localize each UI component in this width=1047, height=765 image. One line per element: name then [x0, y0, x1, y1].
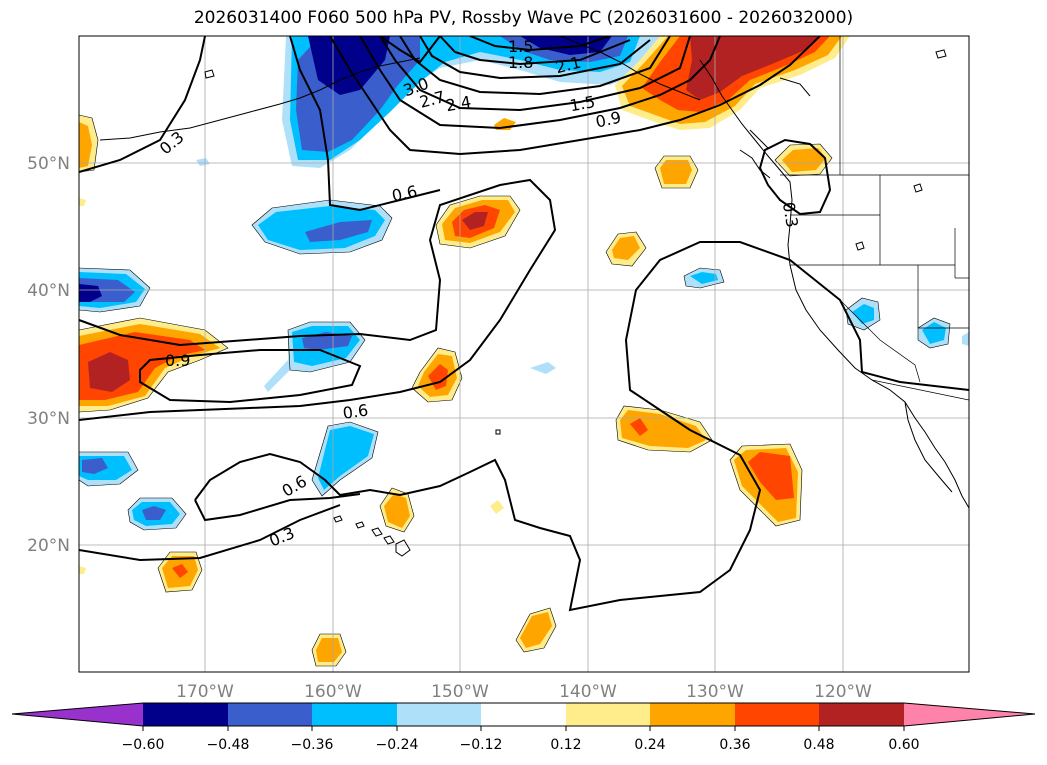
colorbar-tick-label: 0.60 — [888, 737, 919, 753]
positive-anomaly — [630, 418, 648, 436]
map-title: 2026031400 F060 500 hPa PV, Rossby Wave … — [193, 8, 854, 28]
negative-anomaly — [79, 284, 102, 302]
latitude-labels: 50°N 40°N 30°N 20°N — [27, 154, 70, 556]
colorbar-segment — [735, 703, 819, 726]
negative-anomaly-north — [308, 36, 612, 95]
political-borders — [780, 36, 969, 401]
colorbar-segment — [143, 703, 228, 726]
map-frame — [78, 35, 970, 673]
contour-label: 0.6 — [342, 401, 370, 423]
negative-anomaly — [962, 332, 969, 346]
colorbar-segment — [312, 703, 397, 726]
colorbar-tick-label: 0.12 — [550, 737, 581, 753]
lon-label: 170°W — [176, 682, 234, 702]
contour-label: 0.9 — [594, 108, 623, 132]
colorbar-segment — [397, 703, 481, 726]
colorbar-segment — [650, 703, 735, 726]
negative-anomaly — [690, 272, 718, 284]
positive-anomaly — [79, 566, 86, 574]
positive-anomaly — [620, 410, 706, 448]
colorbar-tick-label: −0.24 — [376, 737, 419, 753]
colorbar-segment — [228, 703, 312, 726]
positive-anomaly — [79, 198, 86, 206]
lon-label: 130°W — [686, 682, 744, 702]
lat-label: 20°N — [27, 536, 70, 556]
contour-label: 0.6 — [390, 182, 419, 206]
colorbar-tick-label: −0.60 — [122, 737, 165, 753]
negative-anomaly — [305, 220, 372, 242]
positive-anomaly — [462, 212, 488, 230]
contour-label: 1.5 — [508, 37, 533, 56]
pv-contours — [79, 36, 969, 612]
colorbar-extend-high — [904, 703, 1035, 726]
positive-anomaly — [79, 122, 92, 168]
colorbar-tick-label: 0.24 — [634, 737, 665, 753]
colorbar-tick-label: −0.12 — [460, 737, 503, 753]
positive-anomaly — [520, 612, 552, 648]
colorbar-tick-label: −0.48 — [207, 737, 250, 753]
positive-anomaly-northeast — [686, 36, 820, 100]
negative-anomaly — [82, 458, 108, 474]
contour-label: 0.9 — [165, 351, 190, 370]
positive-anomaly — [612, 236, 640, 260]
positive-anomaly — [384, 494, 410, 528]
anomaly-outlines — [79, 114, 951, 667]
colorbar-segment — [566, 703, 650, 726]
positive-anomaly — [490, 500, 504, 514]
colorbar-segment — [819, 703, 904, 726]
lat-label: 40°N — [27, 281, 70, 301]
lon-label: 140°W — [559, 682, 617, 702]
positive-anomaly — [748, 452, 794, 500]
colorbar-tick-label: 0.48 — [803, 737, 834, 753]
colorbar-tick-marks — [142, 726, 905, 731]
colorbar-tick-label: −0.36 — [291, 737, 334, 753]
positive-anomaly — [172, 564, 188, 578]
contour-label: 2.4 — [444, 92, 472, 115]
positive-anomaly — [782, 148, 826, 172]
contour-label: 0.3 — [779, 201, 802, 229]
negative-anomaly — [196, 158, 210, 166]
positive-anomaly — [660, 160, 692, 184]
negative-anomaly — [852, 304, 874, 324]
lon-label: 160°W — [304, 682, 362, 702]
colorbar-extend-low — [12, 703, 143, 726]
map-plot-area: 0.3 0.6 0.9 0.6 0.6 0.3 0.9 1.5 1.8 2.1 … — [79, 36, 969, 672]
colorbar-segment — [481, 703, 566, 726]
positive-anomaly — [88, 352, 130, 392]
positive-anomaly — [316, 638, 342, 662]
negative-anomaly — [922, 322, 946, 344]
colorbar: −0.60 −0.48 −0.36 −0.24 −0.12 0.12 0.24 … — [11, 702, 1036, 753]
gridlines — [79, 36, 969, 672]
contour-label: 1.8 — [508, 53, 533, 72]
lon-label: 150°W — [431, 682, 489, 702]
lat-label: 50°N — [27, 154, 70, 174]
contour-label: 1.5 — [568, 92, 596, 115]
negative-anomaly — [318, 426, 374, 490]
lon-label: 120°W — [814, 682, 872, 702]
colorbar-tick-label: 0.36 — [719, 737, 750, 753]
longitude-labels: 170°W 160°W 150°W 140°W 130°W 120°W — [176, 682, 872, 702]
negative-anomaly — [142, 506, 166, 520]
lat-label: 30°N — [27, 409, 70, 429]
negative-anomaly — [530, 362, 556, 374]
